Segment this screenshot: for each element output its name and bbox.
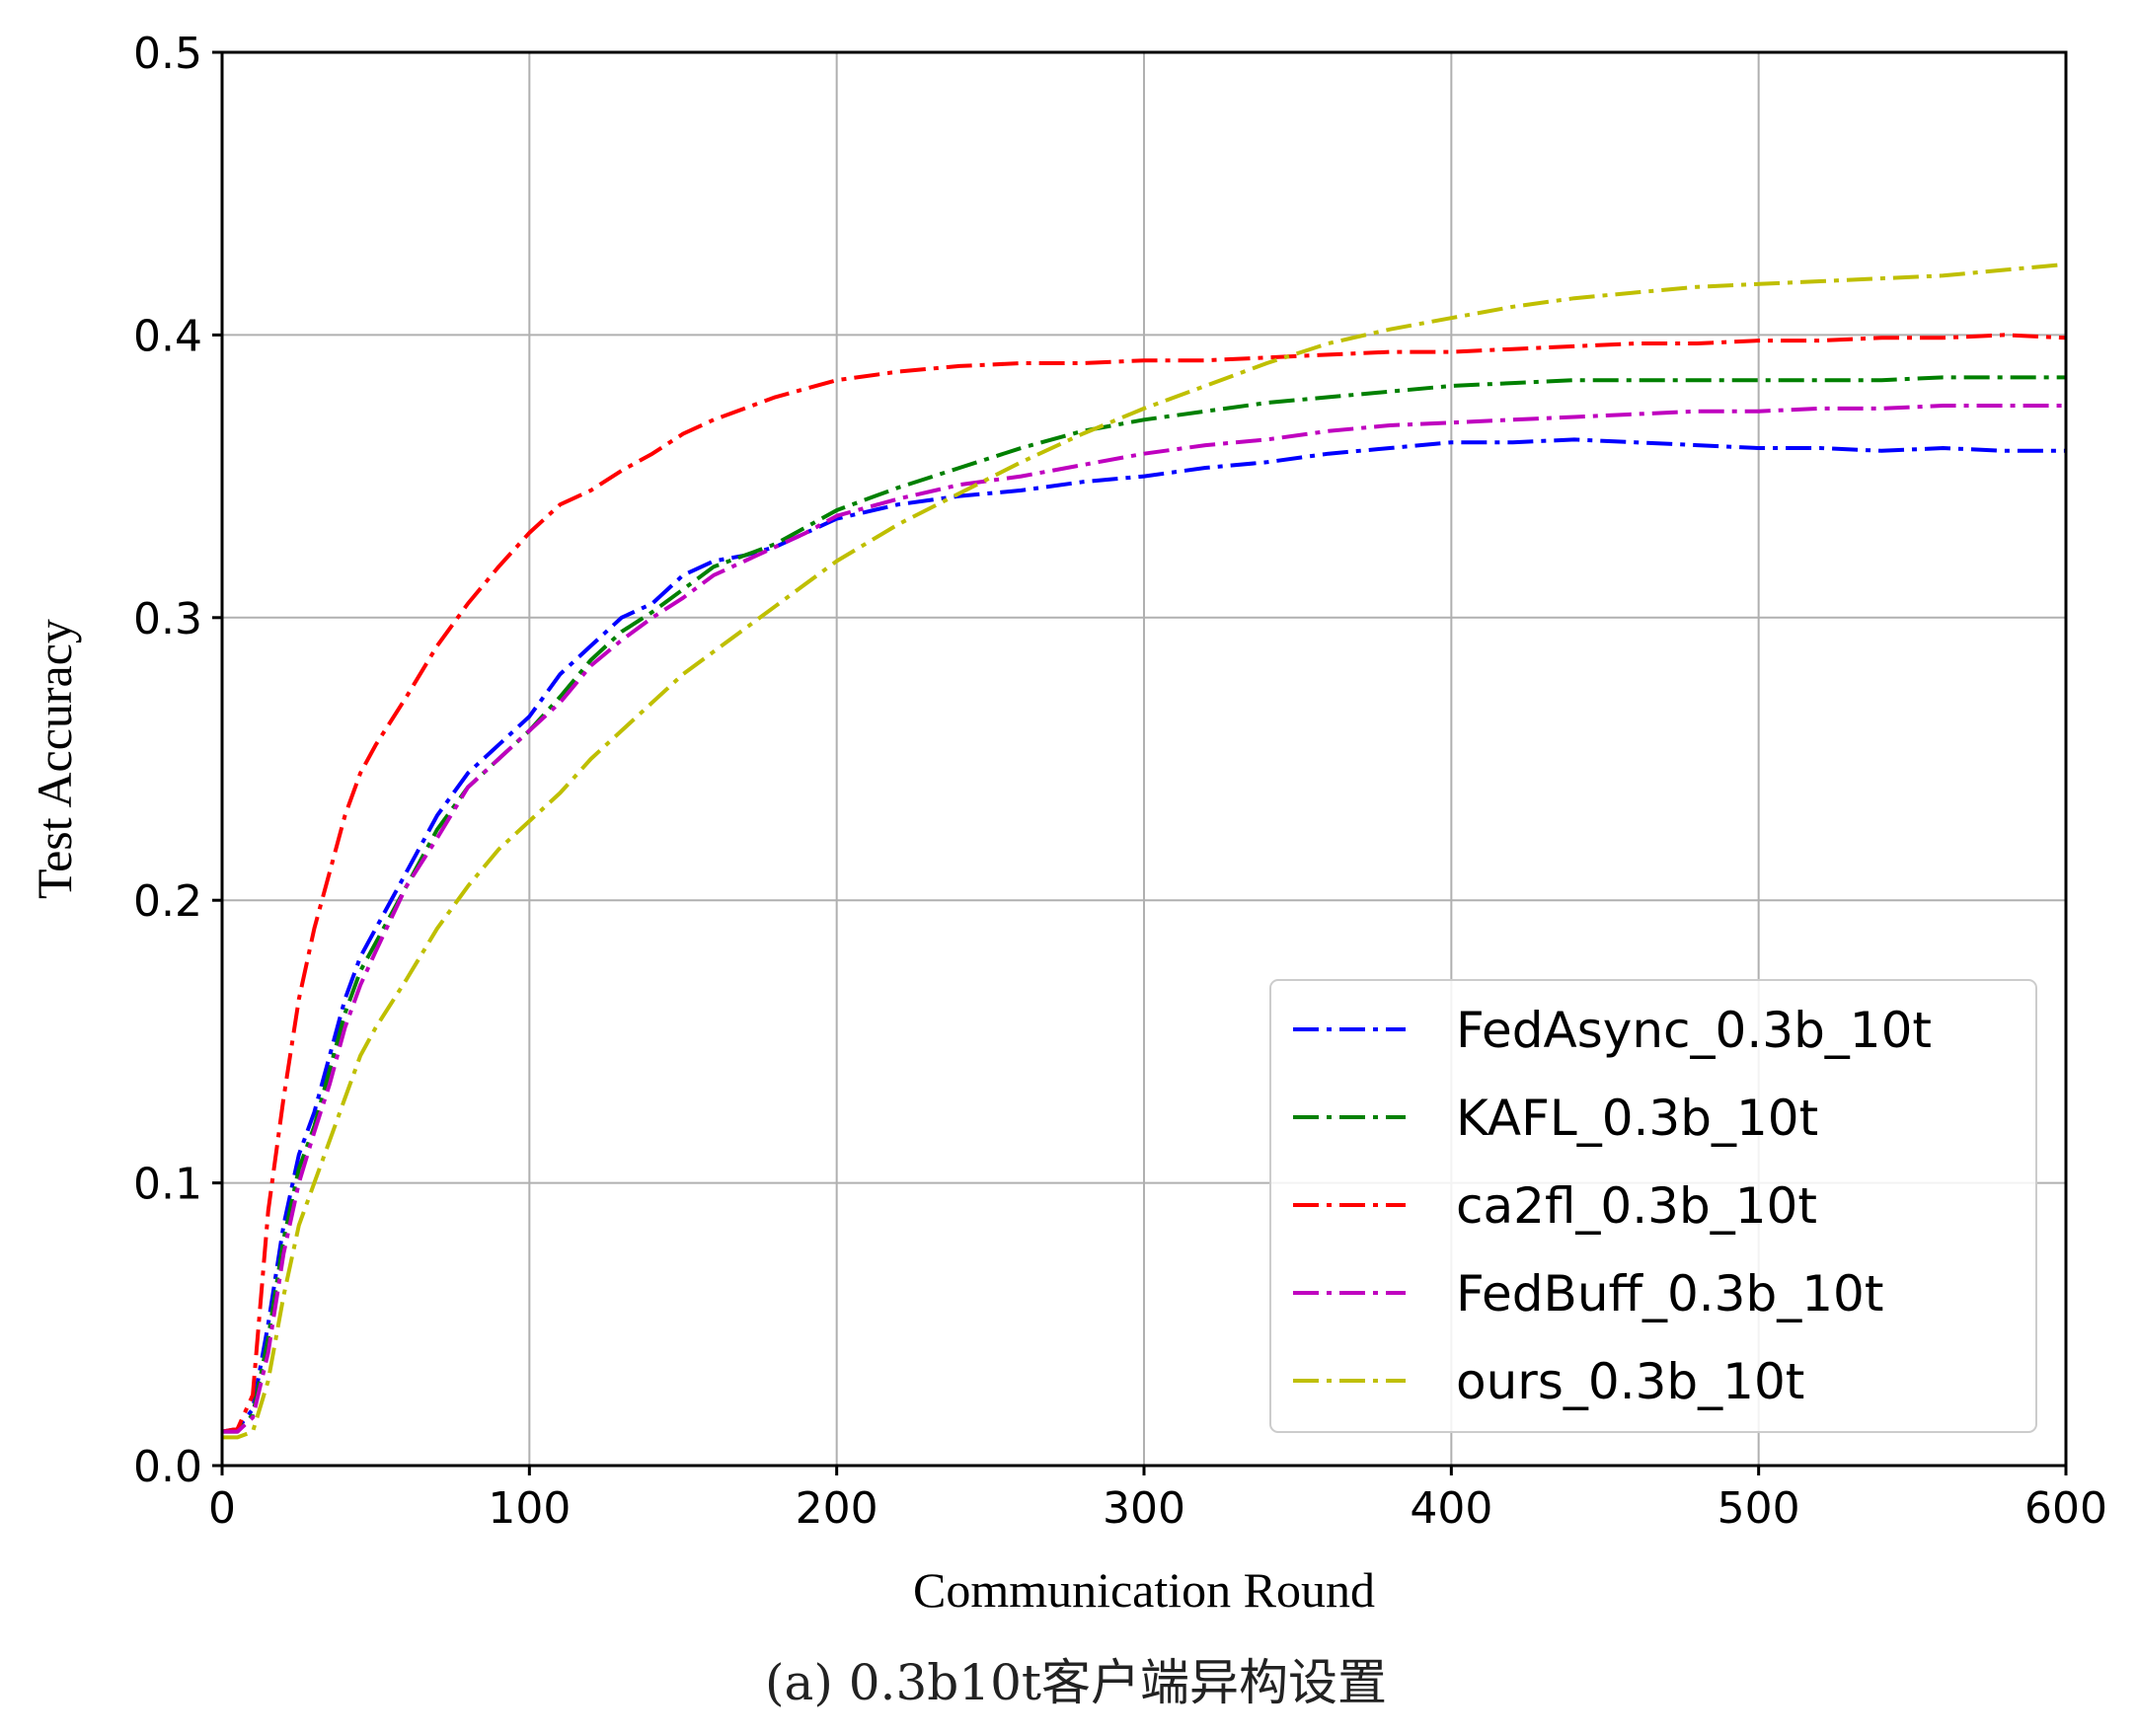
y-tick-label: 0.0 — [133, 1442, 202, 1492]
figure-caption: (a) 0.3b10t客户端异构设置 — [765, 1654, 1387, 1711]
x-tick-label: 100 — [488, 1483, 571, 1534]
legend-label: FedAsync_0.3b_10t — [1456, 1002, 1932, 1059]
series-line-4 — [222, 262, 2067, 1440]
legend-box — [1269, 979, 2037, 1433]
series-line-0 — [221, 437, 2066, 1434]
y-tick-label: 0.4 — [133, 311, 202, 361]
y-tick-label: 0.3 — [133, 594, 202, 644]
series-lines — [221, 262, 2067, 1440]
x-tick-label: 500 — [1717, 1483, 1800, 1534]
legend-label: ours_0.3b_10t — [1456, 1353, 1804, 1410]
x-axis-title: Communication Round — [913, 1562, 1375, 1618]
series-line-1 — [222, 375, 2066, 1434]
legend-label: FedBuff_0.3b_10t — [1456, 1265, 1883, 1322]
x-tick-label: 400 — [1410, 1483, 1492, 1534]
series-line-2 — [221, 333, 2067, 1434]
axis-ticks: 0 100 200 300 400 500 600 0.0 0.1 0.2 0.3 0.4 0.5 — [133, 29, 2107, 1534]
y-axis-title: Test Accuracy — [27, 619, 82, 899]
y-tick-label: 0.2 — [133, 876, 202, 927]
x-tick-label: 0 — [208, 1483, 236, 1534]
x-tick-label: 200 — [796, 1483, 878, 1534]
legend: FedAsync_0.3b_10t KAFL_0.3b_10t ca2fl_0.3b… — [1269, 979, 2037, 1433]
legend-label: KAFL_0.3b_10t — [1456, 1090, 1818, 1147]
y-tick-label: 0.1 — [133, 1160, 202, 1210]
series-line-3 — [222, 404, 2066, 1434]
x-tick-label: 600 — [2024, 1483, 2107, 1534]
y-tick-label: 0.5 — [133, 29, 202, 79]
x-tick-label: 300 — [1103, 1483, 1185, 1534]
legend-label: ca2fl_0.3b_10t — [1456, 1177, 1817, 1235]
